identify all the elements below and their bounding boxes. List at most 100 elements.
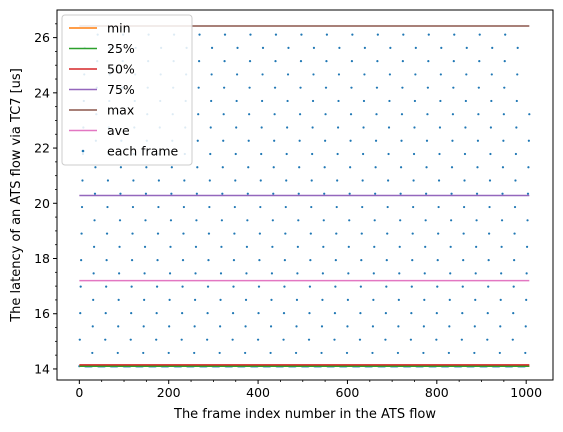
scatter-point xyxy=(450,219,453,222)
scatter-point xyxy=(439,73,442,76)
scatter-point xyxy=(450,192,453,195)
scatter-point xyxy=(142,325,145,328)
scatter-point xyxy=(425,166,428,169)
scatter-point xyxy=(206,312,209,315)
scatter-point xyxy=(449,272,452,275)
scatter-point xyxy=(460,338,463,341)
scatter-point xyxy=(424,219,427,222)
scatter-point xyxy=(388,73,391,76)
scatter-point xyxy=(157,179,160,182)
scatter-point xyxy=(473,351,476,355)
scatter-point xyxy=(462,232,465,235)
scatter-point xyxy=(285,152,288,156)
scatter-point xyxy=(333,338,336,341)
scatter-point xyxy=(249,33,252,36)
scatter-point xyxy=(336,179,339,182)
scatter-point xyxy=(387,152,390,156)
scatter-point xyxy=(274,60,277,63)
scatter-point xyxy=(209,152,212,156)
scatter-point xyxy=(473,325,476,328)
scatter-point xyxy=(513,232,516,235)
scatter-point xyxy=(500,219,504,222)
scatter-point xyxy=(220,219,223,222)
scatter-point xyxy=(450,166,454,169)
scatter-point xyxy=(300,33,303,36)
scatter-point xyxy=(104,338,107,341)
scatter-point xyxy=(337,99,340,103)
legend-label: 25% xyxy=(107,41,135,56)
legend-box xyxy=(61,14,193,166)
scatter-point xyxy=(350,86,353,89)
scatter-point xyxy=(143,298,146,301)
scatter-point xyxy=(297,219,300,222)
scatter-point xyxy=(338,46,341,50)
scatter-point xyxy=(234,179,237,182)
scatter-point xyxy=(193,298,197,301)
scatter-point xyxy=(310,179,313,182)
scatter-point xyxy=(414,73,417,76)
scatter-point xyxy=(167,351,170,355)
scatter-point xyxy=(320,325,324,328)
scatter-point xyxy=(462,205,466,209)
scatter-point xyxy=(143,272,146,275)
scatter-point xyxy=(425,139,429,142)
scatter-point xyxy=(325,60,328,63)
scatter-point xyxy=(451,139,454,142)
scatter-point xyxy=(116,351,119,355)
scatter-point xyxy=(524,325,527,328)
scatter-point xyxy=(218,351,221,355)
scatter-point xyxy=(198,60,201,63)
scatter-point xyxy=(222,139,225,142)
scatter-point xyxy=(207,232,211,235)
legend-label: max xyxy=(107,103,134,118)
scatter-point xyxy=(282,312,286,315)
scatter-point xyxy=(105,285,108,288)
scatter-point xyxy=(235,99,238,103)
scatter-point xyxy=(486,312,489,315)
scatter-point xyxy=(413,99,417,103)
scatter-point xyxy=(170,192,173,195)
scatter-point xyxy=(168,298,171,301)
scatter-point xyxy=(349,113,353,116)
scatter-point xyxy=(525,272,528,275)
scatter-point xyxy=(259,205,262,209)
scatter-point xyxy=(375,86,379,89)
legend-swatch xyxy=(81,149,85,153)
scatter-point xyxy=(527,139,530,142)
scatter-point xyxy=(298,113,302,116)
scatter-point xyxy=(196,166,199,169)
scatter-point xyxy=(423,298,426,301)
scatter-point xyxy=(233,205,236,209)
scatter-point xyxy=(336,152,339,156)
scatter-point xyxy=(512,312,515,315)
scatter-point xyxy=(515,99,518,103)
y-tick-label: 24 xyxy=(34,85,50,100)
scatter-point xyxy=(363,73,366,76)
scatter-point xyxy=(287,46,290,50)
scatter-point xyxy=(426,86,429,89)
scatter-point xyxy=(105,232,109,235)
scatter-point xyxy=(156,259,159,262)
scatter-point xyxy=(219,298,222,301)
scatter-point xyxy=(234,152,237,156)
scatter-point xyxy=(385,259,388,262)
scatter-point xyxy=(335,205,338,209)
scatter-point xyxy=(489,152,492,156)
scatter-point xyxy=(223,86,226,89)
scatter-point xyxy=(400,139,403,142)
x-tick-label: 800 xyxy=(425,385,449,400)
scatter-point xyxy=(286,99,289,103)
scatter-point xyxy=(207,259,210,262)
scatter-point xyxy=(438,126,442,129)
scatter-point xyxy=(500,245,503,248)
scatter-point xyxy=(311,152,314,156)
scatter-point xyxy=(197,113,200,116)
scatter-point xyxy=(168,272,172,275)
scatter-point xyxy=(448,325,451,328)
plot-frame xyxy=(56,9,554,381)
scatter-point xyxy=(349,166,352,169)
scatter-point xyxy=(258,232,261,235)
scatter-point xyxy=(387,126,391,129)
scatter-point xyxy=(206,285,210,288)
